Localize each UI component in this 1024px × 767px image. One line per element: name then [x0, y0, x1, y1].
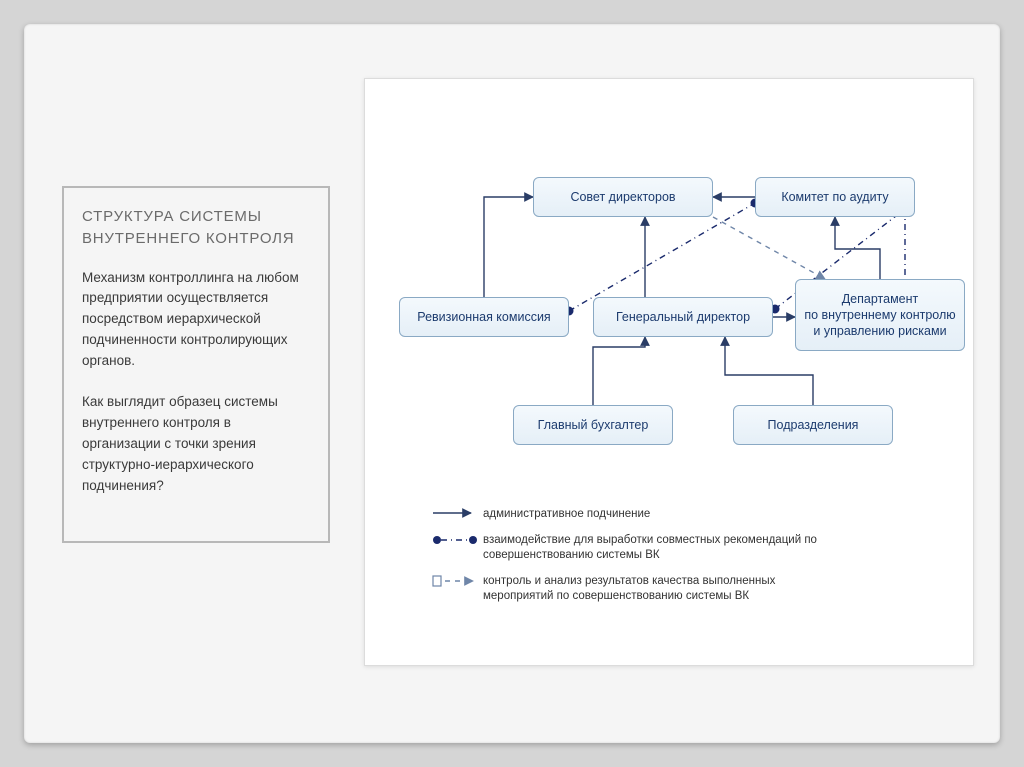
dashdot-icon: [427, 533, 483, 547]
legend-text-2: взаимодействие для выработки совместных …: [483, 533, 843, 564]
paragraph-2: Как выглядит образец системы внутреннего…: [82, 392, 310, 497]
dashed-icon: [427, 574, 483, 588]
legend-text-3: контроль и анализ результатов качества в…: [483, 574, 843, 605]
legend-text-1: административное подчинение: [483, 507, 650, 523]
slide: СТРУКТУРА СИСТЕМЫ ВНУТРЕННЕГО КОНТРОЛЯ М…: [24, 24, 1000, 743]
legend-row-3: контроль и анализ результатов качества в…: [427, 574, 843, 605]
node-revision: Ревизионная комиссия: [399, 297, 569, 337]
node-ceo: Генеральный директор: [593, 297, 773, 337]
legend: административное подчинение взаимодейств…: [427, 507, 843, 615]
legend-row-2: взаимодействие для выработки совместных …: [427, 533, 843, 564]
node-audit: Комитет по аудиту: [755, 177, 915, 217]
node-board: Совет директоров: [533, 177, 713, 217]
node-acct: Главный бухгалтер: [513, 405, 673, 445]
diagram-panel: Совет директоров Комитет по аудиту Ревизио…: [364, 78, 974, 666]
slide-title: СТРУКТУРА СИСТЕМЫ ВНУТРЕННЕГО КОНТРОЛЯ: [82, 206, 310, 250]
legend-row-1: административное подчинение: [427, 507, 843, 523]
node-units: Подразделения: [733, 405, 893, 445]
node-dept: Департаментпо внутреннему контролюи упра…: [795, 279, 965, 351]
paragraph-1: Механизм контроллинга на любом предприят…: [82, 268, 310, 373]
text-panel: СТРУКТУРА СИСТЕМЫ ВНУТРЕННЕГО КОНТРОЛЯ М…: [62, 186, 330, 543]
arrow-icon: [427, 507, 483, 519]
